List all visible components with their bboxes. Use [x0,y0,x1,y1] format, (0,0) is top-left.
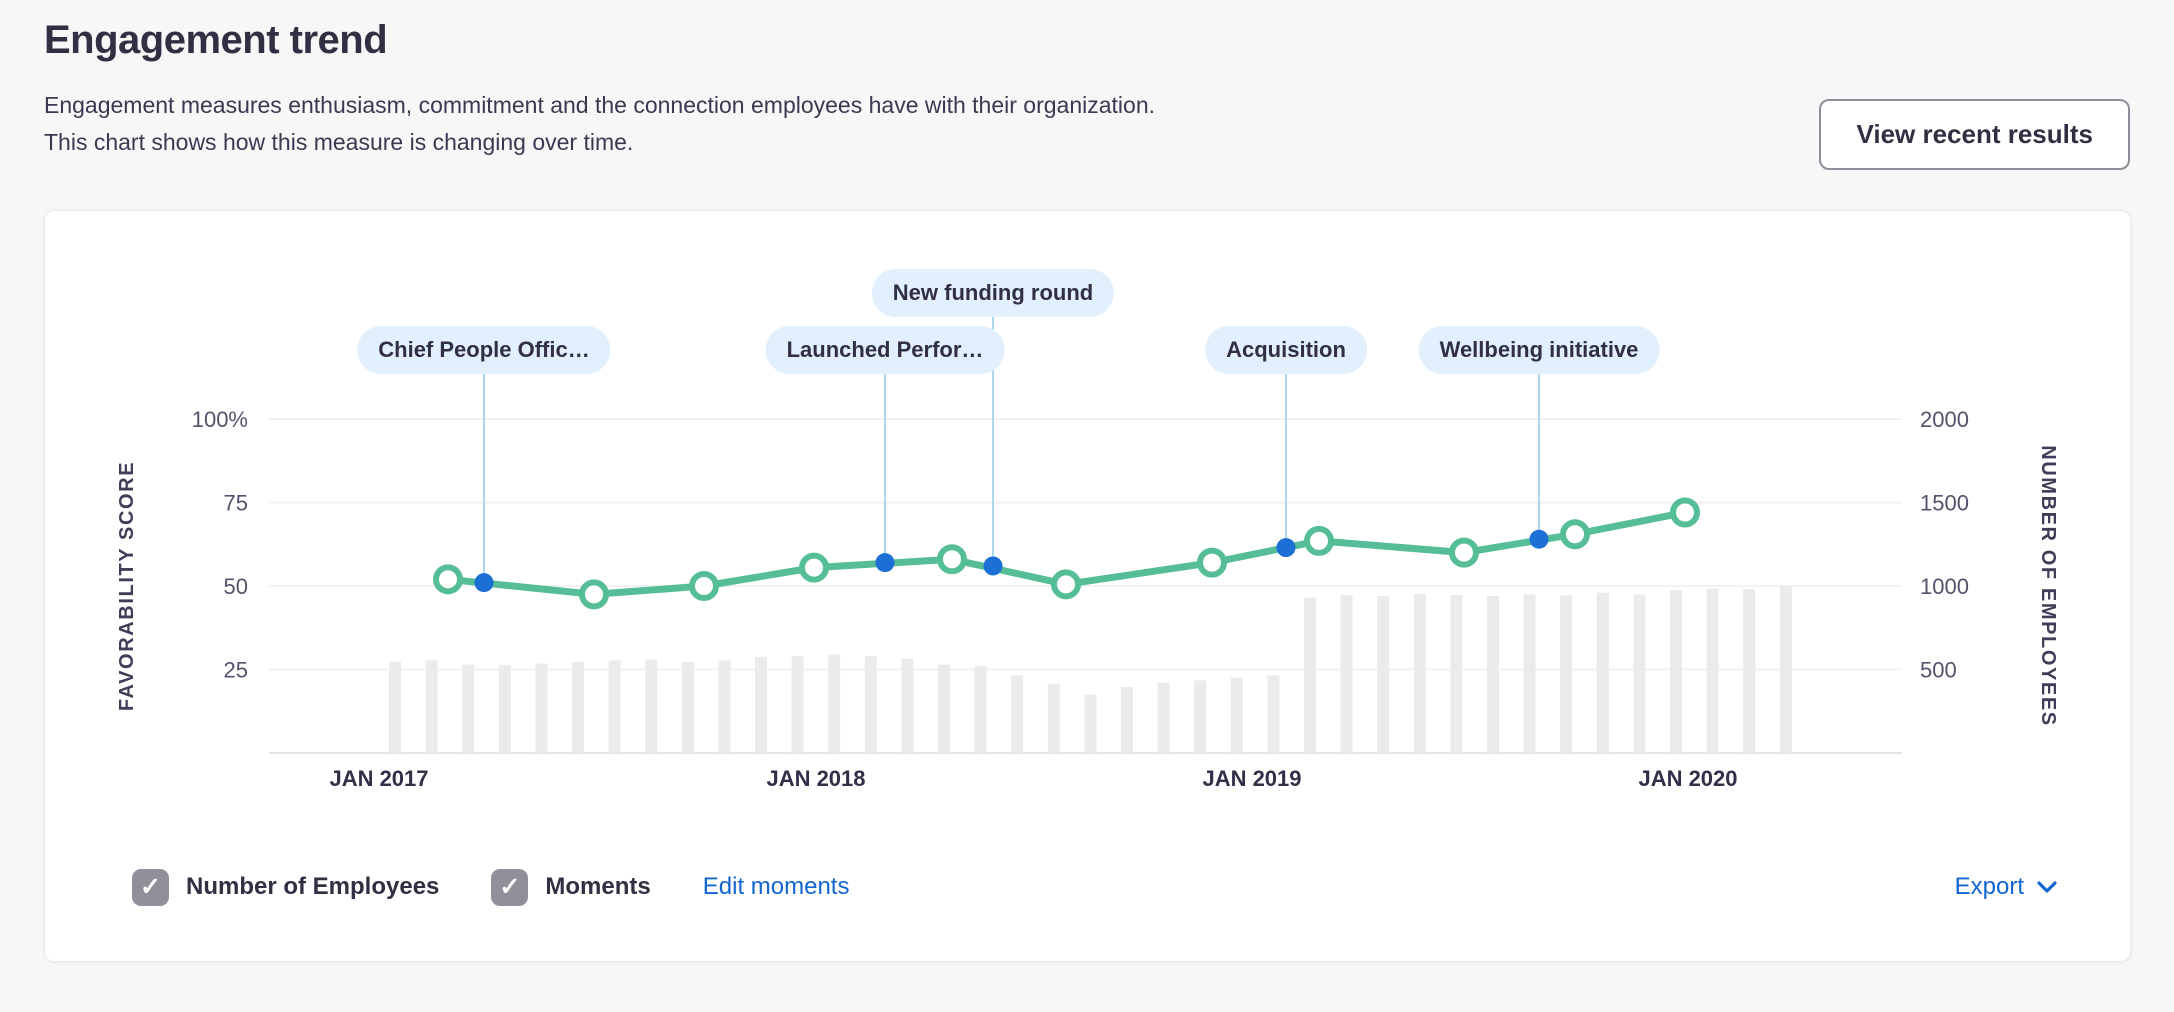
right-axis-tick: 500 [1920,658,1957,683]
x-axis-tick: JAN 2017 [329,766,428,791]
left-axis-tick: 100% [192,407,248,432]
favorability-point[interactable] [937,544,967,575]
chart-controls: Number of Employees Moments Edit moments… [132,863,2058,911]
page-description-line-2: This chart shows how this measure is cha… [44,129,634,155]
favorability-point[interactable] [1449,537,1479,568]
moment-pill[interactable]: Acquisition [1205,326,1367,374]
employee-bar [828,654,841,753]
x-axis-tick: JAN 2018 [766,766,865,791]
moment-dot[interactable] [474,573,494,593]
favorability-point[interactable] [1670,497,1700,528]
moment-pill[interactable]: Launched Perfor… [765,326,1005,374]
moment-dot[interactable] [875,553,895,573]
employee-bar [645,659,658,753]
employee-bar [1267,675,1280,753]
employee-bar [425,660,438,753]
page-header: Engagement trend Engagement measures ent… [44,18,2130,161]
favorability-point[interactable] [1304,525,1334,556]
employee-bar [1487,596,1499,753]
favorability-point[interactable] [689,571,719,601]
employee-bar [1633,594,1646,753]
employee-bar [1121,687,1133,753]
checkbox-checked-icon[interactable] [491,868,529,906]
favorability-point[interactable] [579,579,609,610]
employee-bar [462,664,475,753]
moments-toggle[interactable]: Moments [491,868,651,906]
left-axis-tick: 75 [224,491,248,516]
moment-dot[interactable] [983,556,1003,576]
moment-dot[interactable] [1276,538,1296,558]
x-axis-tick: JAN 2019 [1202,766,1301,791]
favorability-point[interactable] [433,564,463,595]
employee-bar [498,665,511,753]
number-of-employees-label: Number of Employees [186,873,440,900]
employee-bar [1340,595,1353,753]
employee-bar [1560,595,1573,753]
x-axis-tick: JAN 2020 [1638,766,1737,791]
right-axis-tick: 1500 [1920,491,1969,516]
moment-pill[interactable]: Wellbeing initiative [1418,326,1660,374]
employee-bar [1670,590,1682,753]
employee-bar [1047,683,1060,753]
employee-bar [938,664,950,753]
moments-label: Moments [545,873,651,900]
left-axis-tick: 50 [224,574,248,599]
employee-bar [1596,592,1609,753]
engagement-trend-card: 100% 75 50 25 2000 1500 1000 500 JAN 2017 JAN 201… [44,210,2131,962]
chevron-down-icon [2037,881,2057,893]
page-title: Engagement trend [44,18,388,62]
left-axis-tick: 25 [224,658,248,683]
employee-bar [718,660,731,753]
trend-chart: 100% 75 50 25 2000 1500 1000 500 JAN 2017 JAN 201… [116,315,2059,791]
favorability-point[interactable] [1051,569,1081,600]
view-recent-results-button[interactable]: View recent results [1819,99,2130,170]
favorability-point[interactable] [1560,519,1590,550]
employee-bar [1450,595,1463,753]
employee-bar [608,660,621,753]
edit-moments-link[interactable]: Edit moments [702,873,850,900]
checkbox-checked-icon[interactable] [132,868,169,906]
left-axis-title: FAVORABILITY SCORE [116,461,138,711]
employee-bar [1523,594,1536,753]
moment-pill[interactable]: Chief People Offic… [357,326,611,374]
employee-bar [1377,596,1390,753]
employee-bar [389,661,401,753]
employee-bar [1194,680,1207,753]
employee-bar [1230,677,1243,753]
employee-bar [791,656,804,753]
employee-bar [974,666,987,753]
employee-bar [535,663,548,753]
employee-bar [1743,589,1756,753]
right-axis-tick: 1000 [1920,574,1969,599]
employee-bar [864,656,877,753]
employee-bar [681,661,694,753]
employee-bar [1413,593,1426,753]
employee-bar [901,658,914,753]
employee-bar [1084,694,1097,753]
export-dropdown[interactable]: Export [1955,873,2058,901]
right-axis-tick: 2000 [1920,407,1969,432]
moment-pill[interactable]: New funding round [871,269,1115,317]
export-label: Export [1954,873,2024,900]
favorability-point[interactable] [799,552,829,583]
employee-bar [1706,588,1719,753]
employee-bar [1011,675,1024,753]
employee-bar [572,661,584,753]
employee-bar [1779,586,1792,753]
moment-dot[interactable] [1529,529,1549,549]
number-of-employees-toggle[interactable]: Number of Employees [132,868,440,906]
page-description-line-1: Engagement measures enthusiasm, commitme… [44,92,1155,118]
employee-bar [1157,682,1170,753]
trend-chart-region: 100% 75 50 25 2000 1500 1000 500 JAN 2017 JAN 201… [45,211,2130,851]
favorability-point[interactable] [1197,547,1227,578]
employee-bar [1304,597,1316,753]
right-axis-title: NUMBER OF EMPLOYEES [2037,445,2059,727]
employee-bar [755,656,767,753]
